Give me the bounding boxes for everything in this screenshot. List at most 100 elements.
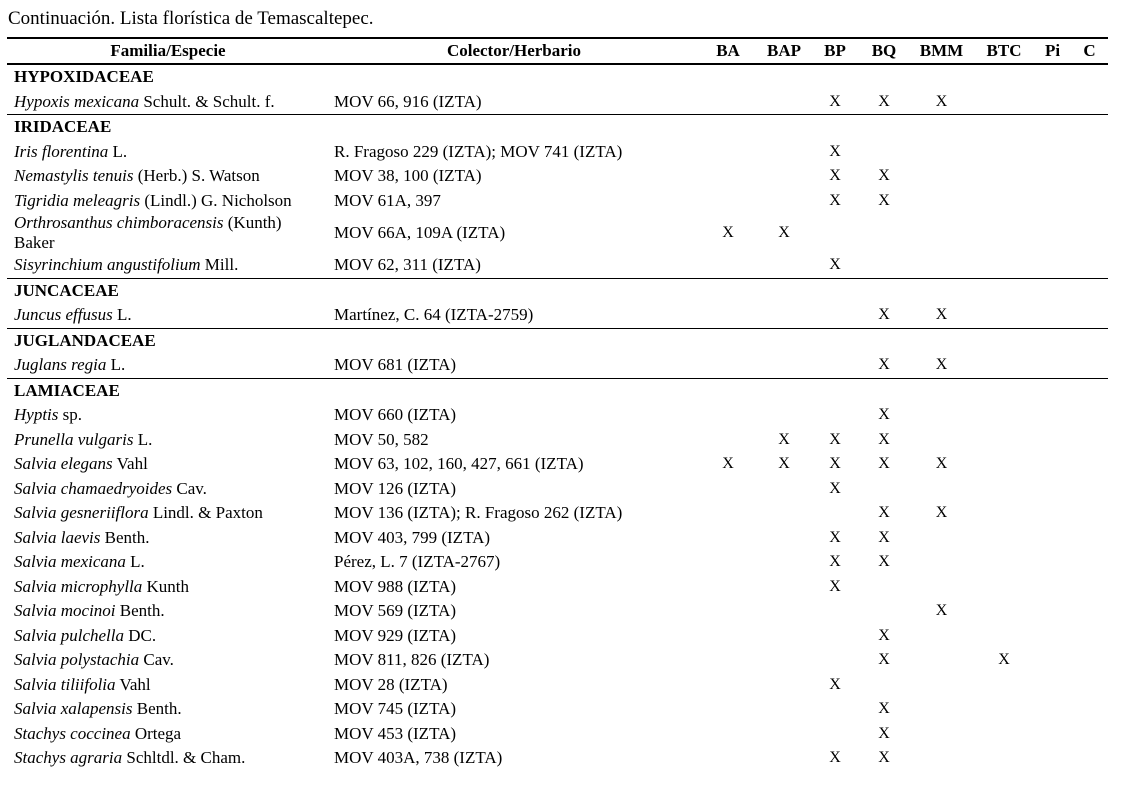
family-name: LAMIACEAE: [14, 380, 120, 400]
species-row: Salvia mexicana L. Pérez, L. 7 (IZTA-2767…: [7, 550, 1108, 575]
species-name-italic: Juglans regia: [14, 355, 107, 375]
species-name-author: Vahl: [116, 454, 148, 474]
family-section: JUGLANDACEAE Juglans regia L. MOV 681 (IZT…: [7, 327, 1108, 378]
species-row: Hyptis sp. MOV 660 (IZTA) X: [7, 403, 1108, 428]
collector-herbario: MOV 63, 102, 160, 427, 661 (IZTA): [334, 454, 584, 474]
species-name-italic: Tigridia meleagris: [14, 190, 141, 210]
habitat-mark-BQ: X: [878, 504, 890, 522]
habitat-mark-BP: X: [829, 675, 841, 693]
species-name: Salvia chamaedryoides Cav.: [7, 479, 329, 499]
collector-herbario: MOV 453 (IZTA): [334, 723, 457, 743]
habitat-mark-BP: X: [829, 430, 841, 448]
table-body: HYPOXIDACEAE Hypoxis mexicana Schult. & S…: [7, 65, 1108, 771]
species-name-italic: Salvia microphylla: [14, 576, 143, 596]
species-row: Salvia microphylla Kunth MOV 988 (IZTA) X: [7, 575, 1108, 600]
habitat-mark-BP: X: [829, 528, 841, 546]
species-row: Prunella vulgaris L. MOV 50, 582 X X X: [7, 428, 1108, 453]
species-name: Salvia microphylla Kunth: [7, 577, 329, 597]
species-name: Salvia pulchella DC.: [7, 626, 329, 646]
species-name-author: (Lindl.) G. Nicholson: [144, 190, 292, 210]
table-header-row: Familia/Especie Colector/Herbario BA BAP B…: [7, 39, 1108, 65]
family-name: JUGLANDACEAE: [14, 330, 156, 350]
habitat-mark-BQ: X: [878, 700, 890, 718]
species-name-italic: Salvia tiliifolia: [14, 674, 116, 694]
species-name: Salvia polystachia Cav.: [7, 650, 329, 670]
column-header-C: C: [1083, 41, 1096, 60]
column-header-BMM: BMM: [919, 41, 964, 60]
species-name: Stachys agraria Schltdl. & Cham.: [7, 748, 329, 768]
collector-herbario: MOV 660 (IZTA): [334, 405, 457, 425]
species-name: Salvia gesneriiflora Lindl. & Paxton: [7, 503, 329, 523]
species-name-author: DC.: [128, 625, 157, 645]
habitat-mark-BQ: X: [878, 749, 890, 767]
collector-herbario: Pérez, L. 7 (IZTA-2767): [334, 552, 501, 572]
habitat-mark-BP: X: [829, 749, 841, 767]
species-name-author: Schltdl. & Cham.: [126, 748, 246, 768]
habitat-mark-BQ: X: [878, 167, 890, 185]
species-row: Hypoxis mexicana Schult. & Schult. f. MOV…: [7, 90, 1108, 115]
species-name-author: L.: [112, 141, 128, 161]
species-row: Tigridia meleagris (Lindl.) G. Nicholson…: [7, 189, 1108, 214]
habitat-mark-BMM: X: [935, 356, 948, 374]
habitat-mark-BQ: X: [878, 724, 890, 742]
species-name-author: (Kunth) Baker: [14, 213, 282, 252]
habitat-mark-BQ: X: [878, 626, 890, 644]
species-name-italic: Orthrosanthus chimboracensis: [14, 213, 224, 232]
species-row: Iris florentina L. R. Fragoso 229 (IZTA);…: [7, 140, 1108, 165]
column-header-BAP: BAP: [767, 41, 801, 60]
collector-herbario: MOV 62, 311 (IZTA): [334, 255, 481, 275]
species-row: Salvia pulchella DC. MOV 929 (IZTA) X: [7, 624, 1108, 649]
collector-herbario: MOV 28 (IZTA): [334, 674, 448, 694]
column-header-BA: BA: [716, 41, 740, 60]
species-name-author: Ortega: [134, 723, 182, 743]
species-name-italic: Prunella vulgaris: [14, 429, 134, 449]
species-name-italic: Salvia mexicana: [14, 552, 126, 572]
collector-herbario: MOV 403, 799 (IZTA): [334, 527, 491, 547]
collector-herbario: MOV 126 (IZTA): [334, 478, 457, 498]
column-header-colector-herbario: Colector/Herbario: [446, 41, 582, 60]
species-name-italic: Salvia polystachia: [14, 650, 140, 670]
habitat-mark-BP: X: [829, 191, 841, 209]
habitat-mark-BMM: X: [935, 602, 948, 620]
habitat-mark-BMM: X: [935, 306, 948, 324]
column-header-BTC: BTC: [986, 41, 1022, 60]
species-name-italic: Salvia chamaedryoides: [14, 478, 173, 498]
family-section: IRIDACEAE Iris florentina L. R. Fragoso 22…: [7, 114, 1108, 278]
species-name-author: sp.: [62, 405, 83, 425]
collector-herbario: MOV 569 (IZTA): [334, 601, 457, 621]
habitat-mark-BAP: X: [778, 224, 790, 241]
collector-herbario: Martínez, C. 64 (IZTA-2759): [334, 305, 534, 325]
collector-herbario: MOV 811, 826 (IZTA): [334, 650, 490, 670]
habitat-mark-BAP: X: [778, 430, 790, 448]
column-header-familia-especie: Familia/Especie: [110, 41, 226, 60]
habitat-mark-BP: X: [829, 455, 841, 473]
habitat-mark-BMM: X: [935, 504, 948, 522]
species-name: Juncus effusus L.: [7, 305, 329, 325]
species-name-italic: Stachys agraria: [14, 748, 123, 768]
habitat-mark-BP: X: [829, 256, 841, 274]
collector-herbario: MOV 681 (IZTA): [334, 355, 457, 375]
species-name-author: L.: [116, 305, 132, 325]
collector-herbario: MOV 61A, 397: [334, 190, 441, 210]
habitat-mark-BQ: X: [878, 356, 890, 374]
species-name: Juglans regia L.: [7, 355, 329, 375]
habitat-mark-BQ: X: [878, 528, 890, 546]
species-row: Juncus effusus L. Martínez, C. 64 (IZTA-2…: [7, 303, 1108, 328]
species-name: Hypoxis mexicana Schult. & Schult. f.: [7, 92, 329, 112]
species-name: Tigridia meleagris (Lindl.) G. Nicholson: [7, 191, 329, 211]
species-name-italic: Juncus effusus: [14, 305, 113, 325]
species-name-italic: Salvia laevis: [14, 527, 101, 547]
species-name-italic: Hyptis: [14, 405, 59, 425]
species-name: Iris florentina L.: [7, 142, 329, 162]
species-name-author: L.: [137, 429, 153, 449]
species-row: Salvia polystachia Cav. MOV 811, 826 (IZT…: [7, 648, 1108, 673]
habitat-mark-BP: X: [829, 479, 841, 497]
habitat-mark-BQ: X: [878, 306, 890, 324]
habitat-mark-BP: X: [829, 142, 841, 160]
species-name-author: Benth.: [119, 601, 165, 621]
species-name: Salvia mexicana L.: [7, 552, 329, 572]
species-name-author: (Herb.) S. Watson: [137, 166, 260, 186]
species-name: Sisyrinchium angustifolium Mill.: [7, 255, 329, 275]
habitat-mark-BQ: X: [878, 651, 890, 669]
